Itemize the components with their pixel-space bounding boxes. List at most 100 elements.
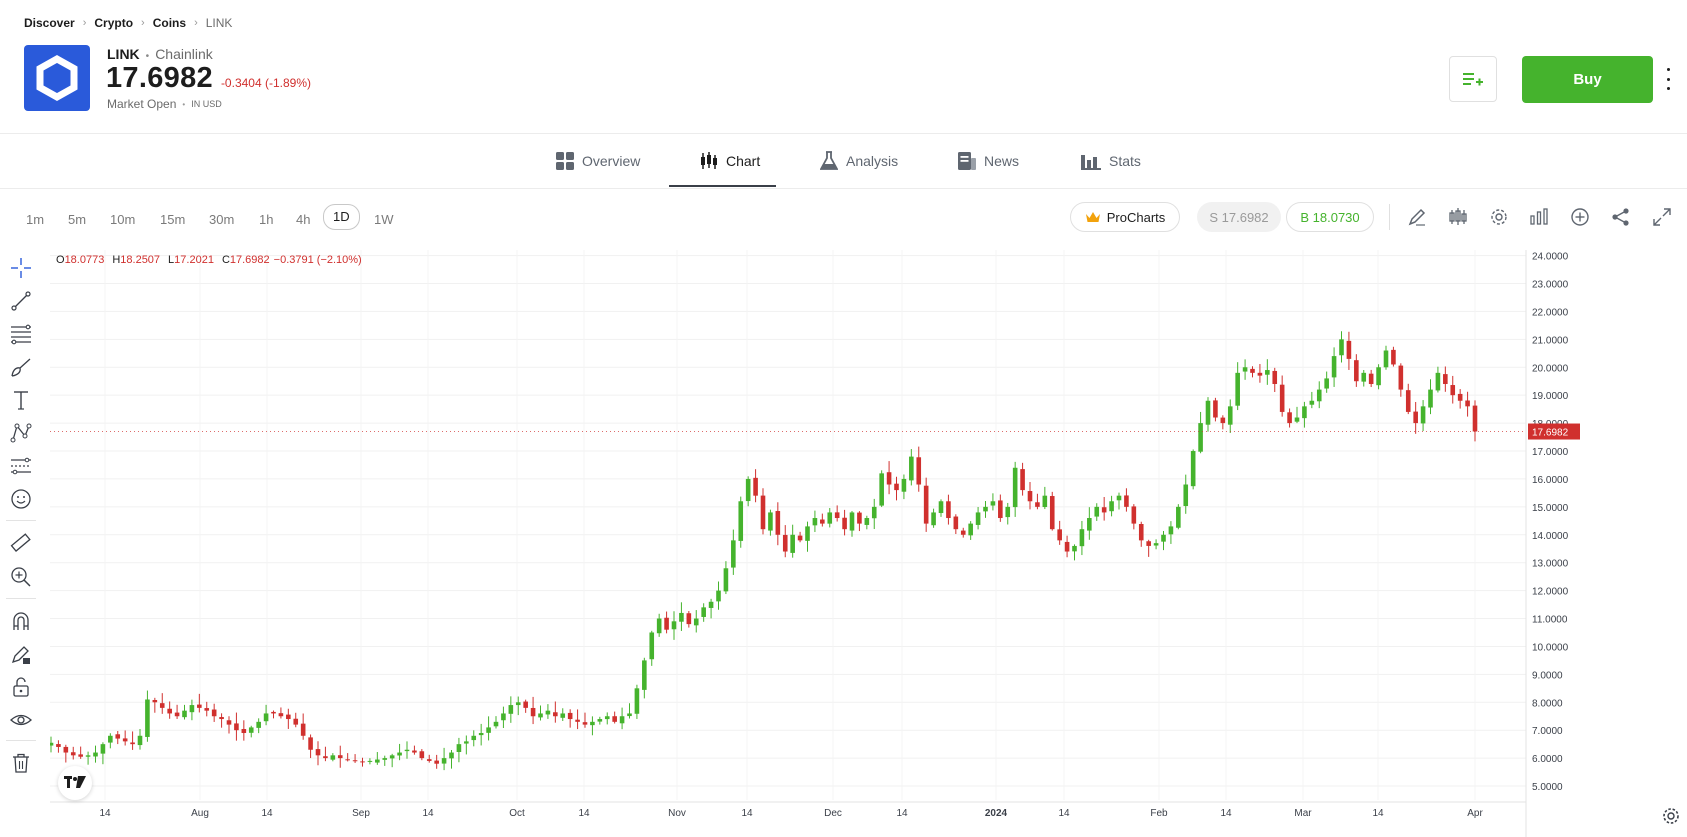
candle-body — [901, 478, 907, 492]
candle-body — [998, 500, 1003, 519]
candle-body — [382, 758, 388, 760]
separator-dot: • — [182, 99, 186, 109]
indicators-icon[interactable] — [1528, 206, 1550, 228]
y-tick-label: 6.0000 — [1532, 754, 1563, 765]
candle-body — [567, 712, 573, 720]
ohlc-low: L17.2021 — [168, 254, 214, 266]
y-tick-label: 7.0000 — [1532, 726, 1563, 737]
magnet-icon[interactable] — [8, 608, 34, 634]
eye-icon[interactable] — [8, 707, 34, 733]
candle-body — [1265, 370, 1270, 375]
timeframe-1w[interactable]: 1W — [374, 212, 394, 227]
last-price-label: 17.6982 — [1532, 428, 1569, 439]
candle-body — [137, 735, 143, 746]
candle-type-icon[interactable] — [1447, 206, 1469, 228]
timeframe-15m[interactable]: 15m — [160, 212, 186, 227]
candle-body — [78, 754, 83, 757]
y-tick-label: 22.0000 — [1532, 307, 1569, 318]
breadcrumb-coins[interactable]: Coins — [152, 16, 187, 30]
breadcrumb: Discover › Crypto › Coins › LINK — [24, 14, 232, 32]
x-tick-label: 14 — [1372, 808, 1384, 819]
market-status: Market Open — [107, 97, 177, 111]
candle-body — [560, 713, 566, 718]
unlock-icon[interactable] — [8, 674, 34, 700]
timeframe-1d[interactable]: 1D — [323, 204, 360, 230]
timeframe-30m[interactable]: 30m — [209, 212, 235, 227]
timeframe-5m[interactable]: 5m — [68, 212, 87, 227]
crosshair-icon[interactable] — [8, 255, 34, 281]
x-tick-label: Dec — [824, 808, 842, 819]
zoom-in-icon[interactable] — [8, 564, 34, 590]
share-icon[interactable] — [1610, 206, 1632, 228]
candle-body — [1302, 406, 1307, 419]
chainlink-hexagon-icon — [36, 54, 78, 102]
tab-overview[interactable]: Overview — [556, 133, 640, 188]
tab-analysis[interactable]: Analysis — [820, 133, 898, 188]
tab-stats[interactable]: Stats — [1081, 133, 1141, 188]
brush-icon[interactable] — [8, 354, 34, 380]
add-to-watchlist-button[interactable] — [1449, 56, 1497, 102]
tab-stats-label: Stats — [1109, 152, 1141, 169]
timeframe-4h[interactable]: 4h — [296, 212, 311, 227]
more-options-icon[interactable] — [1664, 68, 1672, 90]
candle-body — [597, 719, 603, 722]
instrument-symbol: LINK — [107, 46, 140, 62]
timeframe-1h[interactable]: 1h — [259, 212, 274, 227]
candle-body — [1146, 541, 1151, 546]
buy-price-button[interactable]: B 18.0730 — [1286, 202, 1374, 232]
fullscreen-icon[interactable] — [1651, 206, 1673, 228]
trend-line-icon[interactable] — [8, 288, 34, 314]
tradingview-icon — [64, 776, 86, 788]
add-circle-icon[interactable] — [1569, 206, 1591, 228]
chart-settings-gear-icon[interactable] — [1662, 807, 1680, 825]
text-tool-icon[interactable] — [8, 387, 34, 413]
y-tick-label: 21.0000 — [1532, 335, 1569, 346]
candle-body — [211, 709, 217, 717]
candle-body — [50, 742, 54, 746]
tradingview-logo[interactable] — [58, 766, 92, 800]
chevron-right-icon: › — [82, 17, 87, 29]
fib-lines-icon[interactable] — [8, 321, 34, 347]
candle-body — [85, 755, 91, 757]
candle-body — [708, 601, 714, 608]
pattern-icon[interactable] — [8, 420, 34, 446]
prediction-icon[interactable] — [8, 453, 34, 479]
candle-body — [909, 456, 914, 481]
candle-body — [1042, 495, 1048, 508]
candle-body — [731, 540, 736, 568]
trash-icon[interactable] — [8, 750, 34, 776]
emoji-icon[interactable] — [8, 486, 34, 512]
candle-body — [797, 535, 803, 541]
lock-drawing-icon[interactable] — [8, 641, 34, 667]
timeframe-10m[interactable]: 10m — [110, 212, 136, 227]
candle-body — [189, 705, 195, 713]
candle-body — [93, 752, 98, 757]
settings-gear-icon[interactable] — [1488, 206, 1510, 228]
candle-body — [857, 512, 862, 524]
breadcrumb-discover[interactable]: Discover — [24, 16, 75, 30]
candle-body — [1035, 502, 1040, 507]
breadcrumb-crypto[interactable]: Crypto — [94, 16, 134, 30]
draw-pencil-icon[interactable] — [1406, 206, 1428, 228]
sell-price-button[interactable]: S 17.6982 — [1197, 202, 1281, 232]
candle-body — [70, 752, 76, 756]
buy-button[interactable]: Buy — [1522, 56, 1653, 103]
ruler-icon[interactable] — [8, 530, 34, 556]
candle-body — [234, 723, 239, 731]
tab-chart[interactable]: Chart — [700, 133, 760, 188]
candle-body — [1398, 365, 1404, 390]
procharts-button[interactable]: ProCharts — [1070, 202, 1180, 232]
candle-body — [1198, 423, 1203, 452]
candle-body — [656, 618, 662, 634]
price-row: 17.6982 -0.3404 (-1.89%) — [106, 62, 311, 95]
candle-body — [619, 716, 625, 724]
candle-body — [523, 701, 528, 708]
tab-news[interactable]: News — [958, 133, 1019, 188]
timeframe-1m[interactable]: 1m — [26, 212, 45, 227]
candle-body — [323, 756, 328, 759]
candle-body — [1391, 349, 1396, 365]
price-chart[interactable]: 24.0000 23.0000 22.0000 21.0000 20.0000 19.00… — [50, 250, 1687, 837]
candle-body — [1361, 372, 1367, 382]
candle-body — [1383, 350, 1389, 368]
